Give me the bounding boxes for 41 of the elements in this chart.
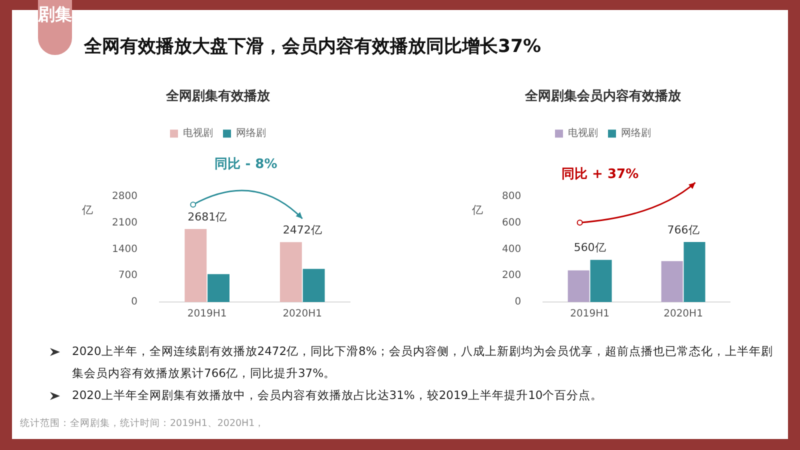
annotation: 560亿 — [574, 241, 606, 254]
bar — [568, 270, 590, 302]
bar — [684, 242, 706, 302]
y-tick-label: 700 — [118, 270, 138, 282]
legend-label: 网络剧 — [236, 127, 266, 140]
y-tick-label: 400 — [502, 244, 522, 255]
text: 同比 - 8% — [214, 156, 278, 173]
legend-label: 电视剧 — [568, 127, 598, 140]
x-tick-label: 2019H1 — [570, 308, 610, 320]
y-tick-label: 2800 — [112, 191, 138, 202]
text: 剧集 — [38, 0, 72, 55]
x-tick-label: 2020H1 — [282, 308, 322, 320]
bar — [208, 274, 230, 302]
text: 同比 + 37% — [562, 166, 639, 183]
bar — [590, 260, 612, 302]
legend-label: 电视剧 — [183, 127, 213, 140]
y-tick-label: 0 — [131, 296, 138, 308]
bar — [661, 261, 683, 302]
y-tick-label: 800 — [502, 191, 522, 202]
text: 统计范围：全网剧集，统计时间：2019H1、2020H1， — [20, 417, 265, 430]
y-tick-label: 2100 — [112, 218, 138, 229]
bar — [184, 228, 207, 302]
annotation: 2681亿 — [188, 210, 227, 224]
text: 2020上半年，全网连续剧有效播放2472亿，同比下滑8%；会员内容侧，八成上新剧均为会员优享，超前点播也已常态化，上半年剧集会员内容有效播放累计766亿，同比提升37%。 — [72, 343, 774, 382]
bar — [280, 242, 302, 302]
chart-title: 全网剧集有效播放 — [165, 89, 271, 104]
y-tick-label: 600 — [502, 218, 522, 229]
y-tick-label: 1400 — [112, 244, 138, 255]
y-axis-title: 亿 — [81, 203, 93, 216]
bar — [302, 268, 325, 302]
legend-label: 网络剧 — [621, 127, 651, 140]
annotation: 2472亿 — [282, 224, 322, 237]
y-axis-title: 亿 — [471, 203, 483, 216]
text: 2020上半年全网剧集有效播放中，会员内容有效播放占比达31%，较2019上半年提升10个百分点。 — [72, 387, 604, 404]
y-tick-label: 200 — [502, 270, 522, 282]
x-tick-label: 2020H1 — [664, 308, 703, 320]
y-tick-label: 0 — [514, 296, 522, 308]
text: 全网有效播放大盘下滑，会员内容有效播放同比增长37% — [84, 35, 542, 58]
chart-title: 全网剧集会员内容有效播放 — [524, 88, 682, 104]
annotation: 766亿 — [667, 223, 700, 236]
x-tick-label: 2019H1 — [187, 308, 227, 320]
